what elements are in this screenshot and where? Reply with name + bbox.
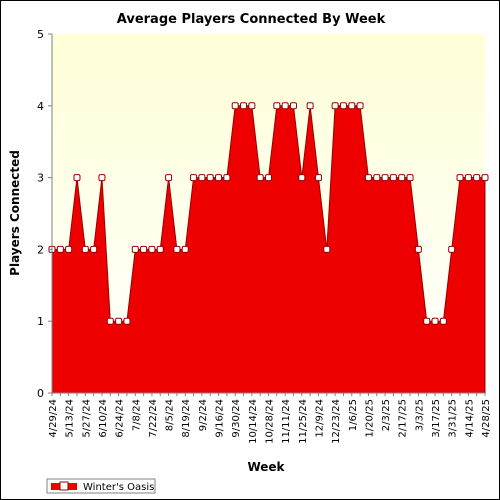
data-point [190,174,198,182]
x-tick-label: 6/24/24 [115,399,126,438]
x-tick-label: 1/20/25 [364,399,375,438]
x-tick-label: 2/17/25 [398,399,409,438]
data-point [314,174,322,182]
data-point [439,317,447,325]
legend-marker [59,481,69,491]
data-point [81,245,89,253]
x-tick-label: 4/14/25 [464,399,475,438]
data-point [281,102,289,110]
data-point [448,245,456,253]
y-tick-label: 3 [37,172,44,185]
x-tick-label: 7/22/24 [148,399,159,438]
data-point [148,245,156,253]
y-axis-label: Players Connected [8,150,22,276]
data-point [356,102,364,110]
data-point [273,102,281,110]
data-point [165,174,173,182]
data-point [231,102,239,110]
data-point [131,245,139,253]
x-tick-label: 9/2/24 [198,399,209,431]
data-point [123,317,131,325]
data-point [414,245,422,253]
data-point [198,174,206,182]
data-point [115,317,123,325]
data-point [364,174,372,182]
data-point [289,102,297,110]
data-point [348,102,356,110]
x-tick-label: 12/23/24 [331,399,342,444]
x-tick-label: 4/29/24 [48,399,59,438]
x-tick-label: 4/28/25 [481,399,492,438]
data-point [306,102,314,110]
data-point [223,174,231,182]
legend: Winter's Oasis [46,478,156,494]
x-tick-label: 3/3/25 [414,399,425,431]
x-tick-label: 8/19/24 [181,399,192,438]
data-point [215,174,223,182]
data-point [464,174,472,182]
x-tick-label: 9/30/24 [231,399,242,438]
data-point [423,317,431,325]
x-tick-label: 7/8/24 [131,399,142,431]
x-tick-label: 6/10/24 [98,399,109,438]
data-point [373,174,381,182]
data-point [339,102,347,110]
data-point [265,174,272,182]
data-point [331,102,339,110]
x-tick-label: 8/5/24 [165,399,176,431]
data-point [90,245,98,253]
x-tick-label: 5/13/24 [65,399,76,438]
data-point [381,174,389,182]
data-point [240,102,248,110]
data-point [173,245,181,253]
x-tick-label: 3/31/25 [448,399,459,438]
data-point [106,317,114,325]
data-point [248,102,256,110]
data-point [323,245,331,253]
data-point [156,245,164,253]
y-tick-label: 1 [37,315,44,328]
chart-title: Average Players Connected By Week [117,12,386,27]
data-point [456,174,464,182]
x-tick-label: 10/14/24 [248,399,259,444]
x-tick-label: 10/28/24 [265,399,276,444]
data-point [481,174,489,182]
data-point [256,174,264,182]
y-tick-label: 0 [37,387,44,400]
data-point [73,174,81,182]
y-tick-label: 4 [37,100,44,113]
data-point [398,174,406,182]
legend-label: Winter's Oasis [83,482,154,493]
data-point [206,174,214,182]
data-point [181,245,189,253]
data-point [140,245,148,253]
x-tick-label: 5/27/24 [81,399,92,438]
data-point [65,245,73,253]
x-tick-label: 9/16/24 [215,399,226,438]
y-tick-label: 5 [37,28,44,41]
y-tick-label: 2 [37,243,44,256]
data-point [389,174,397,182]
x-tick-label: 1/6/25 [348,399,359,431]
x-axis-label: Week [247,460,285,474]
data-point [298,174,306,182]
data-point [406,174,414,182]
data-point [473,174,481,182]
data-point [431,317,439,325]
x-tick-label: 12/9/24 [314,399,325,438]
data-point [98,174,106,182]
data-point [56,245,64,253]
x-tick-label: 3/17/25 [431,399,442,438]
x-tick-label: 11/25/24 [298,399,309,444]
x-tick-label: 2/3/25 [381,399,392,431]
x-tick-label: 11/11/24 [281,399,292,444]
